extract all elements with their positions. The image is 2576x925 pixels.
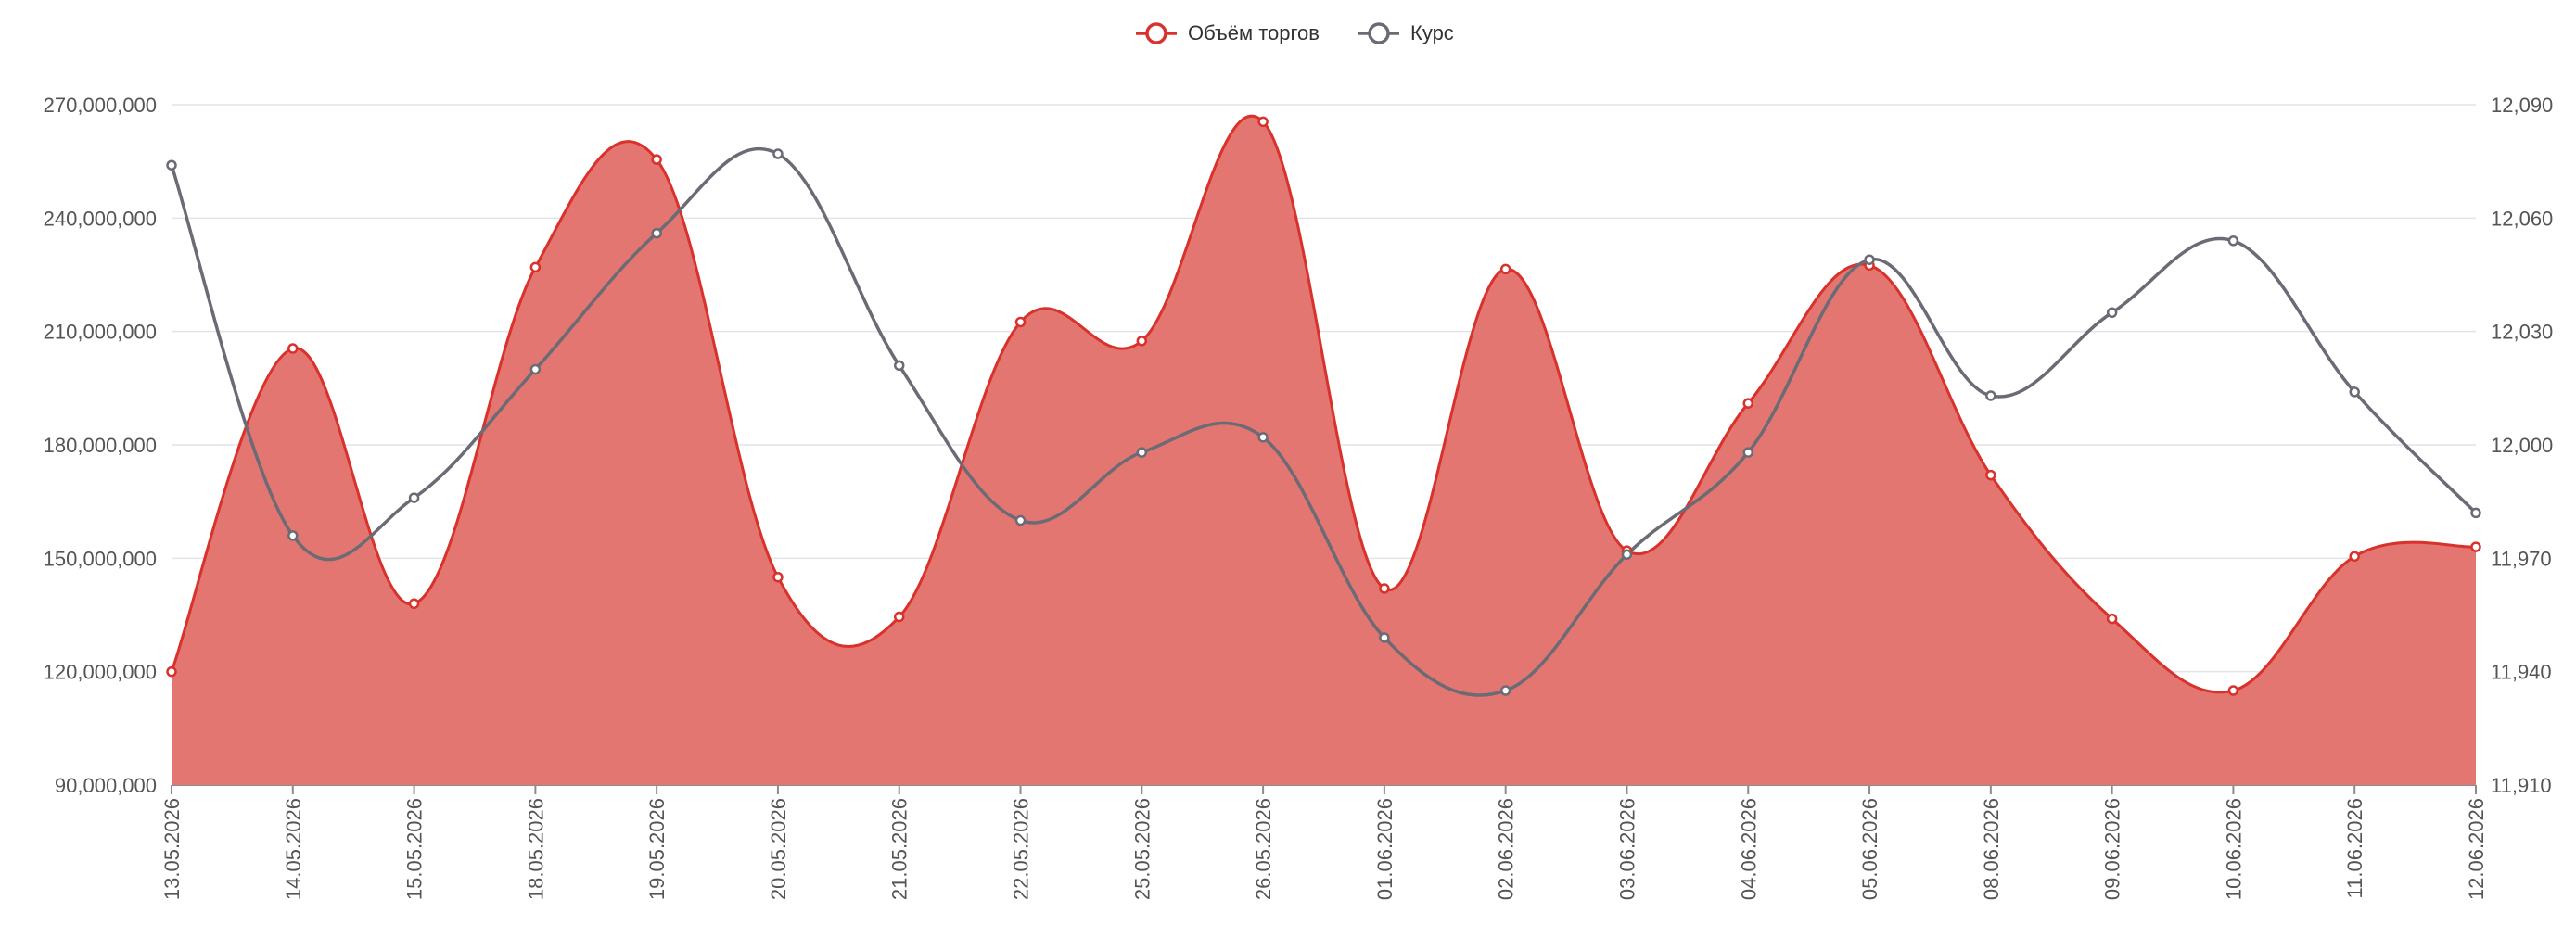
y-right-tick-label: 11,970: [2491, 547, 2552, 570]
x-tick-label: 12.06.2026: [2465, 798, 2488, 900]
volume-point[interactable]: [1985, 469, 1996, 481]
volume-point[interactable]: [651, 154, 662, 165]
rate-point[interactable]: [408, 492, 420, 503]
rate-point[interactable]: [1014, 514, 1027, 526]
rate-series-line: [170, 146, 2478, 697]
volume-point[interactable]: [1257, 116, 1269, 128]
volume-point[interactable]: [893, 611, 905, 623]
rate-point[interactable]: [2470, 507, 2481, 519]
x-tick-label: 26.05.2026: [1252, 798, 1275, 900]
y-right-tick-label: 11,940: [2491, 661, 2552, 684]
volume-point[interactable]: [1136, 336, 1148, 347]
x-tick-label: 01.06.2026: [1373, 798, 1396, 900]
y-left-tick-label: 210,000,000: [44, 321, 157, 344]
volume-point[interactable]: [1499, 263, 1511, 275]
volume-point[interactable]: [2349, 551, 2360, 563]
y-right-tick-label: 12,060: [2491, 207, 2553, 230]
rate-point[interactable]: [1136, 447, 1148, 458]
x-tick-label: 09.06.2026: [2101, 798, 2124, 900]
volume-point[interactable]: [2227, 685, 2239, 696]
x-tick-label: 25.05.2026: [1130, 798, 1154, 900]
rate-point[interactable]: [2349, 386, 2360, 398]
volume-point[interactable]: [1379, 583, 1390, 594]
rate-point[interactable]: [1742, 447, 1754, 458]
volume-point[interactable]: [1742, 398, 1754, 409]
rate-point[interactable]: [166, 159, 177, 171]
rate-point[interactable]: [1499, 685, 1511, 696]
y-left-tick-label: 150,000,000: [44, 547, 157, 570]
rate-point[interactable]: [651, 227, 662, 239]
y-left-tick-label: 180,000,000: [44, 434, 157, 457]
x-tick-label: 10.06.2026: [2222, 798, 2245, 900]
x-tick-label: 22.05.2026: [1010, 798, 1033, 900]
x-tick-label: 15.05.2026: [403, 798, 427, 900]
volume-point[interactable]: [1014, 316, 1027, 328]
y-right-tick-label: 12,090: [2491, 94, 2553, 117]
y-left-tick-label: 120,000,000: [44, 661, 157, 684]
rate-point[interactable]: [772, 148, 784, 159]
volume-area-fill: [172, 116, 2476, 785]
legend-label: Курс: [1410, 21, 1454, 44]
x-tick-label: 04.06.2026: [1737, 798, 1760, 900]
rate-point[interactable]: [1379, 632, 1390, 643]
x-tick-label: 21.05.2026: [888, 798, 912, 900]
x-tick-label: 14.05.2026: [282, 798, 305, 900]
x-tick-label: 02.06.2026: [1495, 798, 1518, 900]
legend-circle-icon: [1368, 22, 1390, 44]
legend: Объём торгов Курс: [1136, 21, 1454, 44]
volume-point[interactable]: [287, 343, 299, 354]
rate-point[interactable]: [1257, 432, 1269, 443]
x-tick-label: 05.06.2026: [1858, 798, 1881, 900]
legend-label: Объём торгов: [1188, 21, 1320, 44]
y-right-tick-label: 12,000: [2491, 434, 2553, 457]
volume-point[interactable]: [2470, 541, 2481, 552]
y-right-tick-label: 11,910: [2491, 774, 2552, 797]
rate-point[interactable]: [2227, 235, 2239, 247]
volume-point[interactable]: [529, 261, 542, 273]
y-left-tick-label: 90,000,000: [55, 774, 157, 797]
x-tick-label: 20.05.2026: [767, 798, 790, 900]
x-tick-label: 03.06.2026: [1615, 798, 1639, 900]
x-tick-label: 13.05.2026: [160, 798, 184, 900]
legend-item-rate[interactable]: Курс: [1358, 21, 1454, 44]
y-right-tick-label: 12,030: [2491, 321, 2553, 344]
rate-point[interactable]: [893, 360, 905, 372]
rate-point[interactable]: [1985, 390, 1996, 401]
rate-point[interactable]: [287, 530, 299, 541]
y-left-tick-label: 240,000,000: [44, 207, 157, 230]
y-left-tick-label: 270,000,000: [44, 94, 157, 117]
legend-circle-icon: [1145, 22, 1167, 44]
volume-point[interactable]: [772, 571, 784, 583]
rate-point[interactable]: [1864, 254, 1875, 265]
x-tick-label: 11.06.2026: [2343, 798, 2366, 898]
x-tick-label: 19.05.2026: [645, 798, 669, 900]
x-tick-label: 18.05.2026: [524, 798, 547, 900]
volume-point[interactable]: [2106, 613, 2118, 625]
legend-item-volume[interactable]: Объём торгов: [1136, 21, 1320, 44]
rate-point[interactable]: [529, 363, 542, 375]
volume-point[interactable]: [166, 665, 177, 678]
rate-point[interactable]: [2106, 307, 2118, 319]
x-tick-label: 08.06.2026: [1980, 798, 2003, 900]
volume-point[interactable]: [408, 598, 420, 610]
rate-point[interactable]: [1621, 549, 1633, 561]
